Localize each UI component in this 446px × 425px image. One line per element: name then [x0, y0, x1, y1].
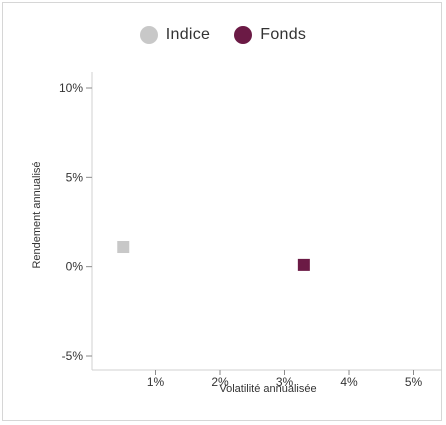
legend-label-fonds: Fonds	[260, 26, 307, 43]
legend-marker-fonds	[234, 26, 253, 44]
legend-item-indice[interactable]: Indice	[139, 26, 211, 44]
y-axis-title: Rendement annualisé	[31, 161, 43, 268]
x-tick-label: 1%	[147, 375, 165, 389]
y-tick-label: 5%	[66, 170, 84, 184]
chart-frame	[2, 2, 442, 421]
x-tick-label: 5%	[405, 375, 423, 389]
data-point-indice[interactable]	[117, 241, 130, 254]
x-tick-label: 3%	[276, 375, 294, 389]
y-tick-label: 0%	[66, 260, 84, 274]
legend-marker-indice	[139, 26, 158, 44]
legend-label-indice: Indice	[165, 26, 211, 43]
y-tick-label: 10%	[59, 81, 83, 95]
x-tick-label: 2%	[211, 375, 229, 389]
x-axis-title: Volatilité annualisée	[219, 383, 316, 395]
legend-item-fonds[interactable]: Fonds	[234, 26, 306, 44]
x-tick-label: 4%	[340, 375, 358, 389]
y-tick-label: -5%	[62, 349, 84, 363]
chart-legend: Indice Fonds	[0, 20, 446, 50]
data-point-fonds[interactable]	[297, 258, 310, 271]
